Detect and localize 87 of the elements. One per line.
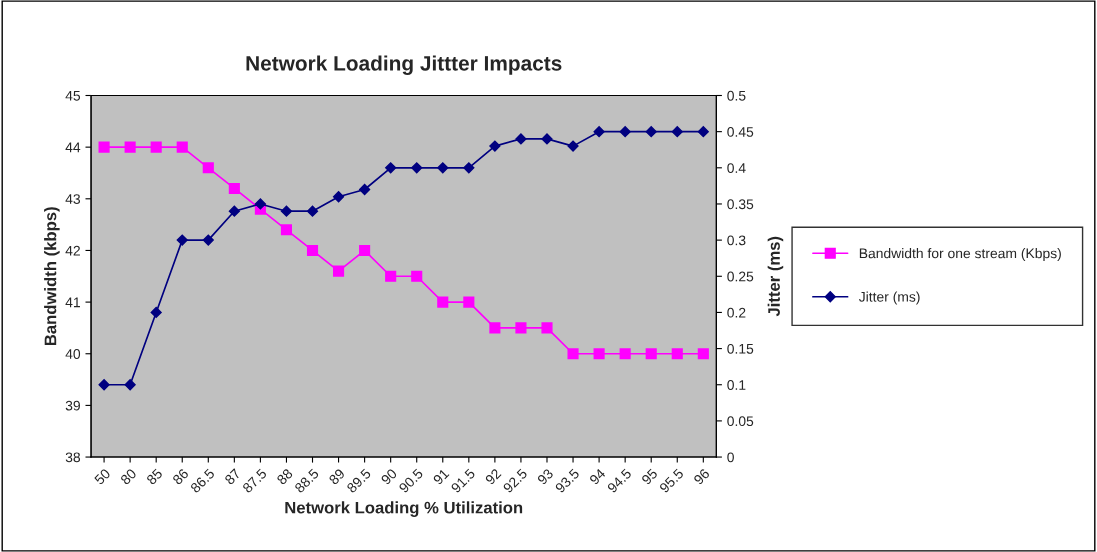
point — [671, 348, 683, 360]
point — [437, 296, 449, 308]
y-tick-label: 39 — [65, 400, 80, 411]
y-tick-label: 41 — [65, 297, 80, 308]
y2-tick-label: 0.25 — [727, 271, 754, 282]
point — [332, 191, 345, 203]
point — [150, 141, 162, 153]
point — [306, 244, 319, 257]
y2-tick-label: 0.15 — [727, 343, 754, 354]
y-tick-label: 38 — [65, 452, 81, 463]
point — [176, 141, 188, 153]
point — [98, 379, 110, 391]
point — [359, 244, 371, 257]
point — [176, 234, 188, 246]
point — [645, 348, 657, 360]
point — [567, 140, 579, 152]
y-axis-title: Bandwidth (kbps) — [44, 207, 60, 346]
x-tick-label: 91 — [432, 468, 450, 486]
y2-tick-label: 0.1 — [727, 380, 746, 390]
point — [359, 183, 371, 196]
y2-tick-label: 0 — [727, 452, 734, 463]
point — [202, 162, 214, 174]
point — [411, 270, 423, 282]
point — [671, 126, 683, 138]
point — [541, 133, 553, 145]
x-tick-label: 87 — [224, 468, 242, 486]
x-tick-label: 88 — [276, 468, 294, 486]
point — [280, 205, 293, 217]
y2-tick-label: 0.2 — [727, 307, 746, 318]
legend-label: Bandwidth for one stream (Kbps) — [859, 248, 1061, 261]
point — [333, 265, 345, 277]
x-axis-title: Network Loading % Utilization — [285, 501, 523, 517]
point — [567, 348, 579, 360]
y2-tick-label: 0.45 — [727, 126, 754, 137]
y-tick-label: 40 — [65, 349, 81, 359]
point — [619, 126, 631, 138]
point — [306, 205, 319, 217]
point — [98, 141, 110, 153]
y-tick-label: 43 — [65, 194, 81, 204]
y2-axis-title: Jitter (ms) — [767, 236, 784, 317]
x-tick-label: 92 — [484, 468, 502, 486]
point — [697, 126, 709, 138]
point — [385, 162, 397, 174]
point — [228, 182, 240, 195]
x-tick-label: 93 — [536, 468, 554, 486]
y-tick-label: 45 — [65, 90, 81, 101]
point — [280, 224, 293, 236]
point — [697, 348, 709, 360]
legend-label: Jitter (ms) — [858, 291, 920, 305]
x-tick-label: 89 — [328, 468, 346, 486]
point — [541, 322, 553, 334]
point — [124, 379, 136, 391]
point — [515, 133, 527, 145]
point — [124, 141, 136, 153]
y-tick-label: 44 — [65, 142, 81, 153]
y2-tick-label: 0.05 — [727, 416, 754, 427]
point — [619, 348, 631, 360]
point — [593, 348, 605, 360]
x-tick-label: 94 — [588, 468, 607, 486]
x-tick-label: 85 — [145, 468, 163, 486]
x-tick-label: 90 — [380, 468, 398, 486]
y-tick-label: 42 — [65, 245, 80, 256]
point — [515, 322, 527, 334]
point — [411, 162, 423, 174]
x-tick-label: 95 — [641, 468, 659, 486]
x-tick-label: 96 — [693, 468, 711, 486]
y2-tick-label: 0.35 — [727, 199, 754, 210]
point — [463, 296, 475, 308]
x-tick-label: 86 — [172, 468, 190, 486]
point — [463, 162, 475, 174]
point — [254, 198, 267, 210]
x-tick-label: 80 — [119, 468, 137, 486]
point — [489, 322, 501, 334]
chart-title: Network Loading Jittter Impacts — [246, 55, 562, 75]
point — [228, 205, 240, 217]
point — [150, 306, 162, 319]
point — [437, 162, 449, 174]
point — [202, 234, 214, 246]
x-tick-label: 93.5 — [554, 468, 580, 494]
y2-tick-label: 0.4 — [727, 163, 746, 173]
x-tick-label: 50 — [93, 468, 111, 486]
point — [489, 140, 501, 152]
point — [645, 126, 657, 138]
point — [385, 270, 397, 282]
point — [593, 126, 605, 138]
y2-tick-label: 0.3 — [727, 235, 746, 246]
y2-tick-label: 0.5 — [727, 90, 746, 101]
